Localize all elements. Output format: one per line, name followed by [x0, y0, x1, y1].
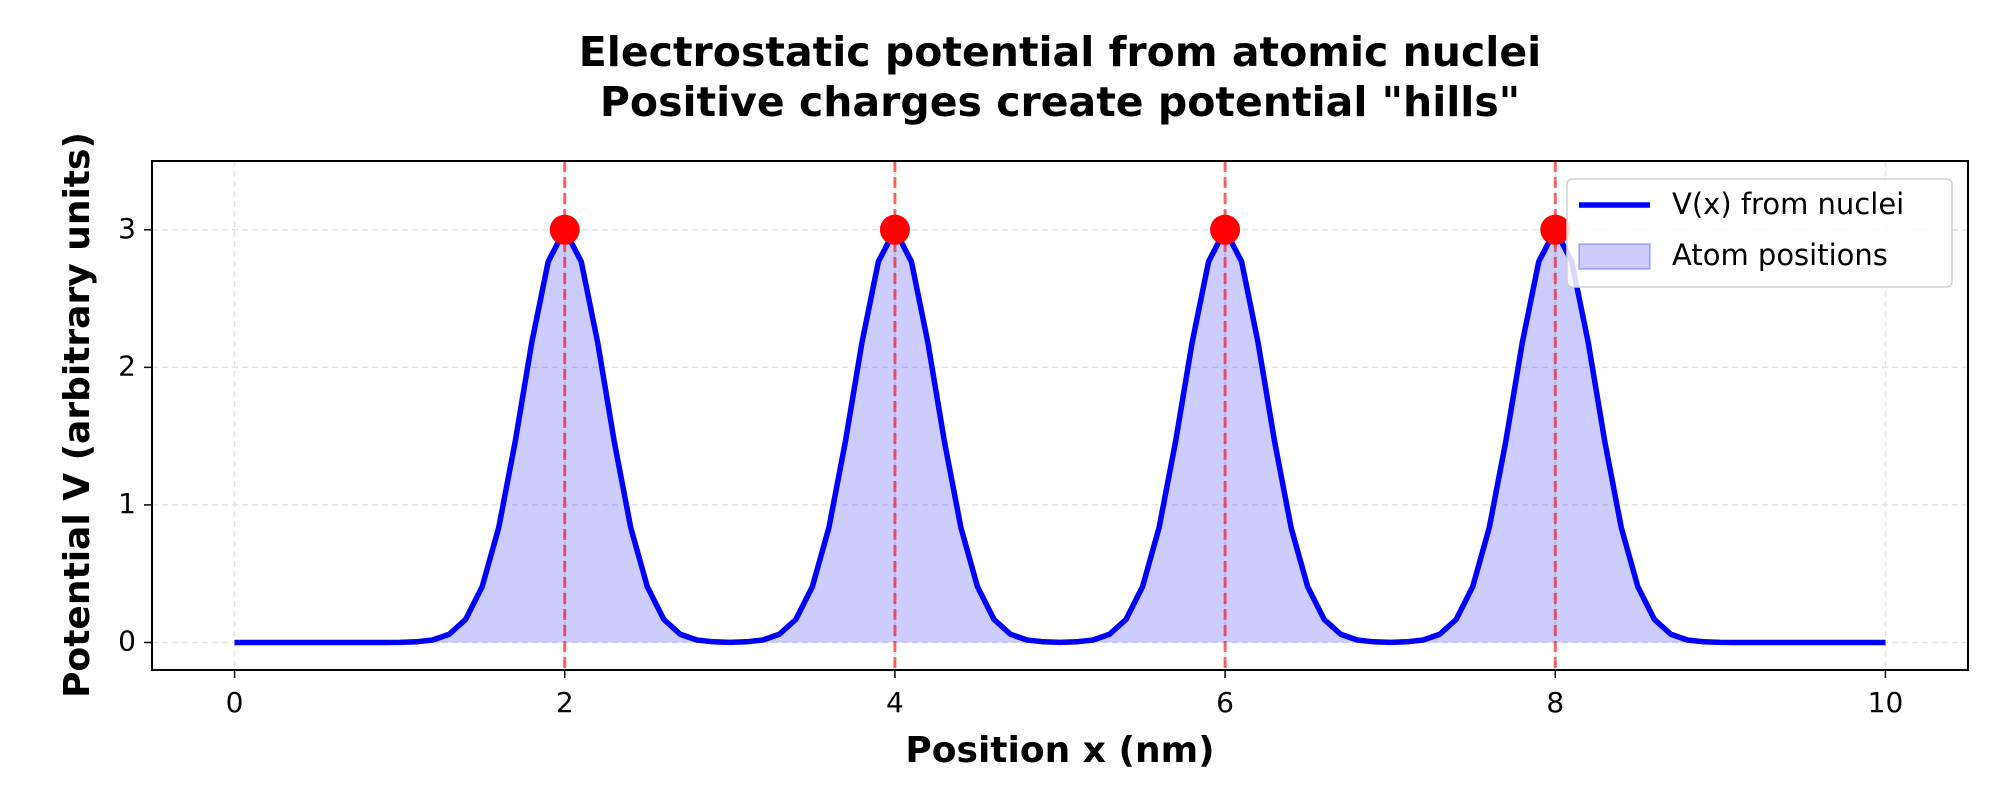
y-axis-label: Potential V (arbitrary units) — [57, 132, 98, 698]
x-tick-label: 6 — [1216, 686, 1234, 719]
y-tick-label: 1 — [118, 487, 136, 520]
y-tick-label: 0 — [118, 624, 136, 657]
chart-subtitle: Positive charges create potential "hills… — [600, 78, 1520, 126]
x-tick-label: 10 — [1868, 686, 1904, 719]
chart-title: Electrostatic potential from atomic nucl… — [579, 28, 1541, 76]
atom-marker — [1540, 214, 1571, 245]
legend-patch — [1578, 243, 1651, 270]
legend-label: Atom positions — [1672, 238, 1888, 272]
x-tick-label: 8 — [1546, 686, 1564, 719]
atom-marker — [1210, 214, 1241, 245]
x-tick-label: 2 — [556, 686, 574, 719]
legend-label: V(x) from nuclei — [1672, 187, 1904, 221]
y-tick-label: 3 — [118, 212, 136, 245]
plot-frame — [151, 160, 1969, 671]
legend-box — [1566, 178, 1953, 288]
line — [234, 227, 1886, 646]
y-tick-label: 2 — [118, 349, 136, 382]
x-tick-label: 4 — [886, 686, 904, 719]
atom-marker — [879, 214, 910, 245]
x-axis-label: Position x (nm) — [905, 730, 1214, 771]
atom-marker — [549, 214, 580, 245]
x-tick-label: 0 — [226, 686, 244, 719]
